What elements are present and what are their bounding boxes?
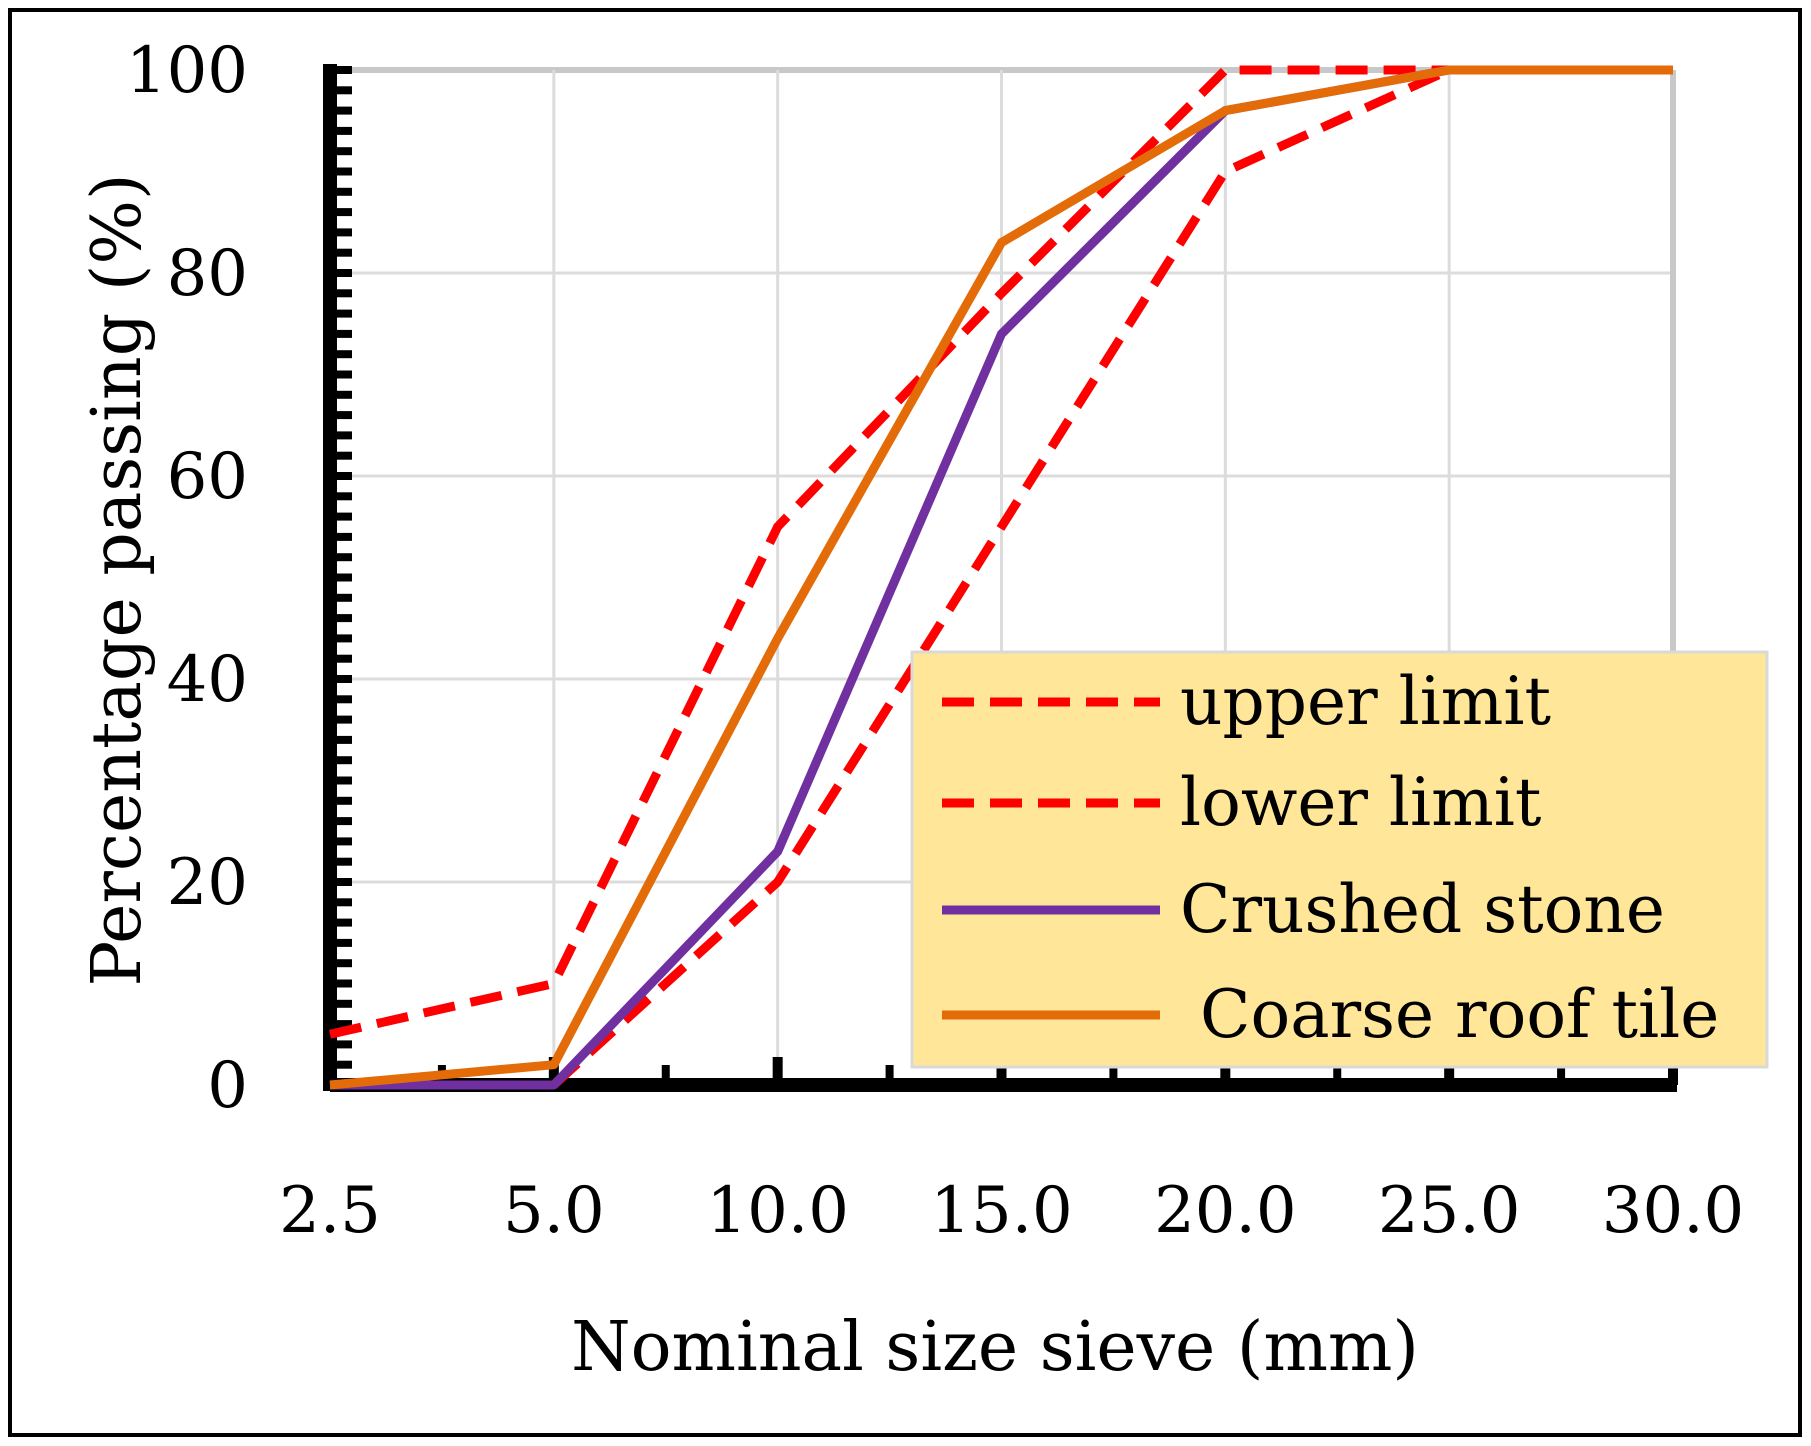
series-line-lower-limit — [550, 65, 1673, 1089]
y-tick-label: 0 — [207, 1049, 248, 1123]
x-axis-title: Nominal size sieve (mm) — [571, 1308, 1419, 1387]
y-tick-label: 80 — [167, 237, 248, 311]
legend-label: lower limit — [1180, 764, 1541, 841]
x-tick-label: 10.0 — [706, 1174, 849, 1248]
legend-label: Crushed stone — [1180, 871, 1665, 948]
legend: upper limit lower limit Crushed stone Coars… — [910, 650, 1769, 1069]
y-tick-label: 100 — [126, 34, 248, 108]
x-tick-label: 5.0 — [503, 1174, 605, 1248]
legend-label: Coarse roof tile — [1200, 976, 1719, 1053]
y-tick-label: 60 — [167, 440, 248, 514]
series-lines — [329, 65, 1673, 1090]
x-tick-label: 15.0 — [930, 1174, 1073, 1248]
legend-box — [910, 650, 1769, 1069]
x-tick-label: 30.0 — [1602, 1174, 1745, 1248]
legend-label: upper limit — [1180, 663, 1551, 740]
x-tick-label: 25.0 — [1378, 1174, 1521, 1248]
y-tick-label: 40 — [167, 643, 248, 717]
series-line-upper-limit — [329, 65, 1450, 1039]
y-tick-label: 20 — [167, 846, 248, 920]
x-tick-label: 2.5 — [279, 1174, 381, 1248]
tick-labels: 0 20 40 60 80 100 2.5 5.0 10.0 15.0 20.0 25.0 30.0 — [126, 34, 1744, 1248]
series-line-coarse-roof-tile — [329, 65, 1673, 1090]
y-axis-title: Percentage passing (%) — [78, 173, 157, 986]
x-tick-label: 20.0 — [1154, 1174, 1297, 1248]
